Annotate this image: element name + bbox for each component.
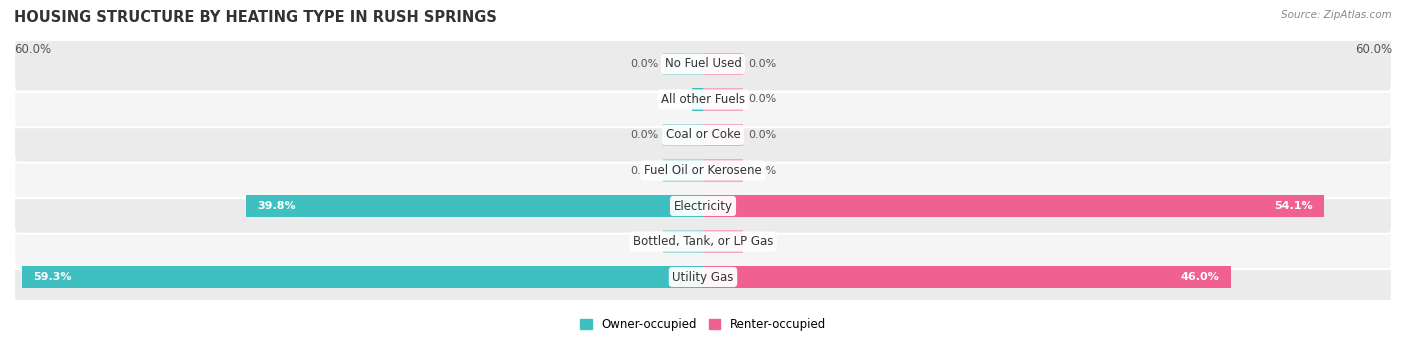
Bar: [703, 266, 1232, 288]
Text: 0.0%: 0.0%: [748, 94, 776, 104]
FancyBboxPatch shape: [14, 178, 1392, 234]
Text: Fuel Oil or Kerosene: Fuel Oil or Kerosene: [644, 164, 762, 177]
Text: 0.0%: 0.0%: [748, 237, 776, 247]
Bar: [703, 53, 744, 75]
Bar: [692, 89, 703, 110]
Text: 60.0%: 60.0%: [1355, 43, 1392, 56]
Text: 0.0%: 0.0%: [630, 237, 658, 247]
Text: No Fuel Used: No Fuel Used: [665, 58, 741, 71]
Bar: [22, 266, 703, 288]
FancyBboxPatch shape: [14, 107, 1392, 163]
Text: Bottled, Tank, or LP Gas: Bottled, Tank, or LP Gas: [633, 235, 773, 248]
Text: 60.0%: 60.0%: [14, 43, 51, 56]
Legend: Owner-occupied, Renter-occupied: Owner-occupied, Renter-occupied: [575, 313, 831, 336]
Text: 59.3%: 59.3%: [34, 272, 72, 282]
FancyBboxPatch shape: [14, 143, 1392, 198]
Text: 0.0%: 0.0%: [630, 59, 658, 69]
Text: 0.0%: 0.0%: [748, 59, 776, 69]
Bar: [662, 160, 703, 181]
Text: 46.0%: 46.0%: [1181, 272, 1219, 282]
Bar: [246, 195, 703, 217]
Text: Source: ZipAtlas.com: Source: ZipAtlas.com: [1281, 10, 1392, 20]
Text: HOUSING STRUCTURE BY HEATING TYPE IN RUSH SPRINGS: HOUSING STRUCTURE BY HEATING TYPE IN RUS…: [14, 10, 496, 25]
Bar: [703, 160, 744, 181]
Text: 0.0%: 0.0%: [748, 130, 776, 140]
Text: 54.1%: 54.1%: [1274, 201, 1313, 211]
Text: 39.8%: 39.8%: [257, 201, 297, 211]
FancyBboxPatch shape: [14, 214, 1392, 269]
Text: 0.95%: 0.95%: [703, 94, 742, 104]
FancyBboxPatch shape: [14, 36, 1392, 92]
FancyBboxPatch shape: [14, 72, 1392, 127]
Bar: [662, 124, 703, 146]
Text: 0.0%: 0.0%: [748, 165, 776, 176]
FancyBboxPatch shape: [14, 249, 1392, 305]
Text: Coal or Coke: Coal or Coke: [665, 129, 741, 142]
Bar: [703, 89, 744, 110]
Text: Utility Gas: Utility Gas: [672, 270, 734, 283]
Bar: [662, 231, 703, 252]
Bar: [703, 124, 744, 146]
Text: All other Fuels: All other Fuels: [661, 93, 745, 106]
Text: 0.0%: 0.0%: [630, 130, 658, 140]
Bar: [703, 231, 744, 252]
Text: 0.0%: 0.0%: [630, 165, 658, 176]
Bar: [662, 53, 703, 75]
Text: Electricity: Electricity: [673, 199, 733, 212]
Bar: [703, 195, 1324, 217]
